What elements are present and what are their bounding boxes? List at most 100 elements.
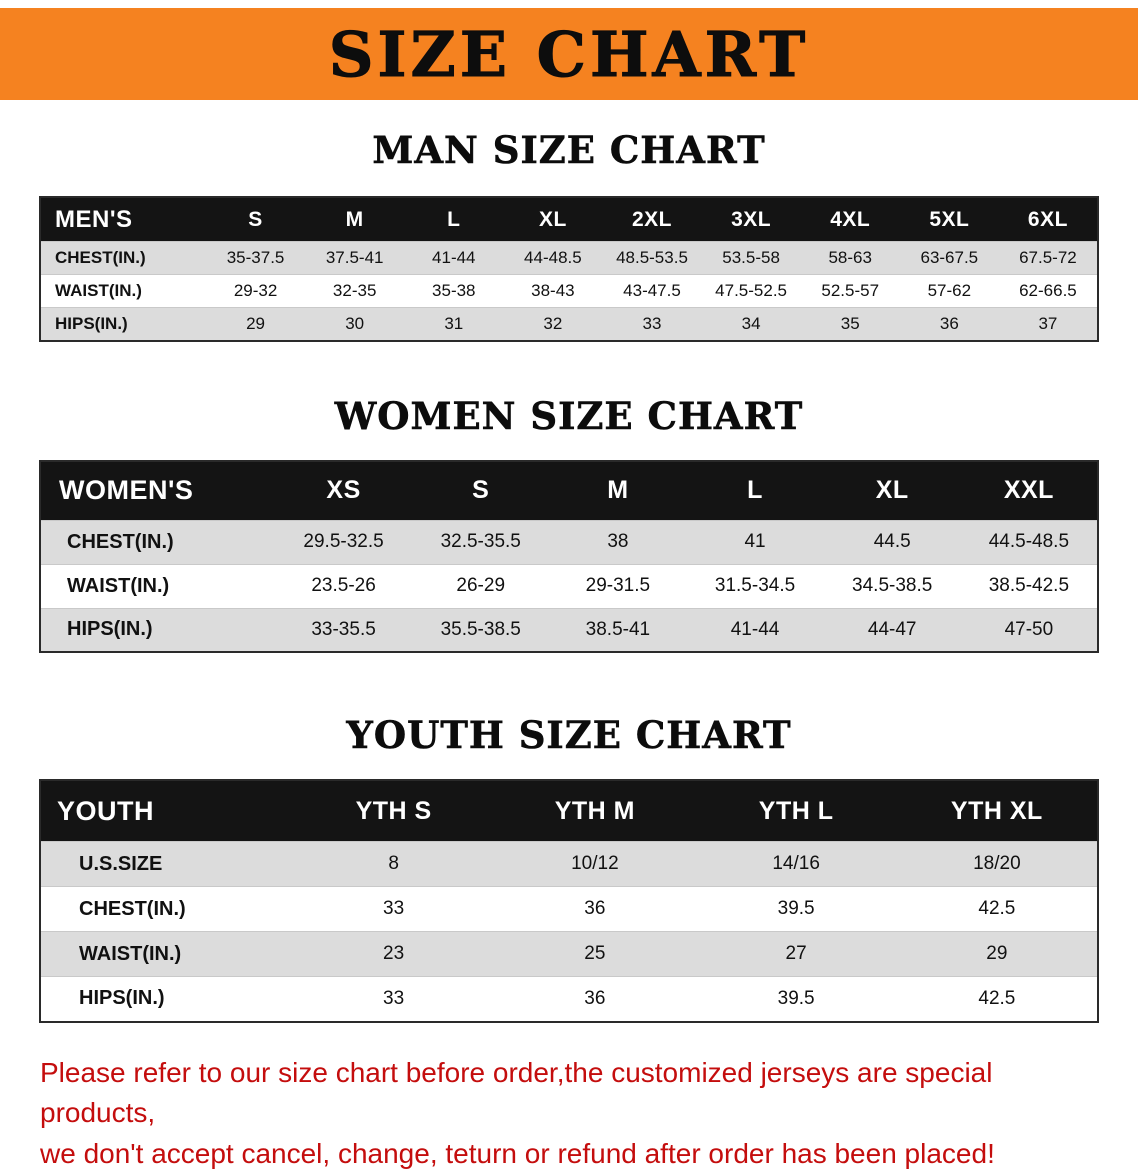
table-cell: 44-47 — [824, 608, 961, 652]
table-cell: 29 — [897, 932, 1098, 977]
table-cell: 52.5-57 — [801, 275, 900, 308]
table-cell: 38.5-41 — [549, 608, 686, 652]
table-cell: 35-37.5 — [206, 242, 305, 275]
size-header-cell: 4XL — [801, 197, 900, 242]
table-cell: 41 — [686, 520, 823, 564]
table-cell: 29 — [206, 308, 305, 341]
youth-section-title: YOUTH SIZE CHART — [0, 713, 1138, 757]
size-header-cell: YTH XL — [897, 780, 1098, 842]
table-cell: 29-32 — [206, 275, 305, 308]
size-header-cell: L — [404, 197, 503, 242]
table-cell: 44-48.5 — [503, 242, 602, 275]
page-title: SIZE CHART — [329, 18, 809, 91]
table-cell: 35.5-38.5 — [412, 608, 549, 652]
size-header-cell: XL — [503, 197, 602, 242]
table-cell: 47.5-52.5 — [702, 275, 801, 308]
table-cell: 43-47.5 — [602, 275, 701, 308]
table-cell: 37 — [999, 308, 1098, 341]
table-cell: 53.5-58 — [702, 242, 801, 275]
size-header-cell: M — [305, 197, 404, 242]
table-cell: 37.5-41 — [305, 242, 404, 275]
table-cell: 32-35 — [305, 275, 404, 308]
table-cell: 27 — [696, 932, 897, 977]
size-header-cell: L — [686, 461, 823, 521]
table-cell: 29.5-32.5 — [275, 520, 412, 564]
table-cell: 18/20 — [897, 842, 1098, 887]
row-label: CHEST(IN.) — [40, 242, 206, 275]
size-header-cell: M — [549, 461, 686, 521]
man-section-title: MAN SIZE CHART — [0, 128, 1138, 172]
table-cell: 35 — [801, 308, 900, 341]
banner: SIZE CHART — [0, 8, 1138, 100]
table-title-cell: YOUTH — [40, 780, 293, 842]
table-cell: 42.5 — [897, 977, 1098, 1022]
table-cell: 38-43 — [503, 275, 602, 308]
size-header-cell: YTH S — [293, 780, 494, 842]
table-title-cell: MEN'S — [40, 197, 206, 242]
row-label: WAIST(IN.) — [40, 564, 275, 608]
row-label: U.S.SIZE — [40, 842, 293, 887]
table-cell: 30 — [305, 308, 404, 341]
size-header-cell: YTH M — [494, 780, 695, 842]
size-header-cell: XS — [275, 461, 412, 521]
table-cell: 63-67.5 — [900, 242, 999, 275]
size-header-cell: 6XL — [999, 197, 1098, 242]
table-cell: 25 — [494, 932, 695, 977]
size-header-cell: XXL — [961, 461, 1098, 521]
table-cell: 48.5-53.5 — [602, 242, 701, 275]
table-cell: 32.5-35.5 — [412, 520, 549, 564]
table-cell: 33 — [293, 887, 494, 932]
table-cell: 33-35.5 — [275, 608, 412, 652]
table-cell: 47-50 — [961, 608, 1098, 652]
row-label: WAIST(IN.) — [40, 275, 206, 308]
size-header-cell: 5XL — [900, 197, 999, 242]
table-cell: 36 — [494, 977, 695, 1022]
table-title-cell: WOMEN'S — [40, 461, 275, 521]
size-header-cell: YTH L — [696, 780, 897, 842]
disclaimer-line-2: we don't accept cancel, change, teturn o… — [40, 1134, 1108, 1174]
table-cell: 39.5 — [696, 887, 897, 932]
table-cell: 33 — [602, 308, 701, 341]
table-cell: 36 — [900, 308, 999, 341]
size-header-cell: S — [206, 197, 305, 242]
women-section-title: WOMEN SIZE CHART — [0, 394, 1138, 438]
row-label: CHEST(IN.) — [40, 520, 275, 564]
row-label: HIPS(IN.) — [40, 977, 293, 1022]
table-cell: 44.5-48.5 — [961, 520, 1098, 564]
table-cell: 31.5-34.5 — [686, 564, 823, 608]
table-cell: 34 — [702, 308, 801, 341]
table-cell: 41-44 — [686, 608, 823, 652]
table-cell: 10/12 — [494, 842, 695, 887]
size-header-cell: XL — [824, 461, 961, 521]
size-header-cell: S — [412, 461, 549, 521]
table-cell: 36 — [494, 887, 695, 932]
table-cell: 33 — [293, 977, 494, 1022]
disclaimer-line-1: Please refer to our size chart before or… — [40, 1053, 1108, 1134]
row-label: HIPS(IN.) — [40, 608, 275, 652]
row-label: HIPS(IN.) — [40, 308, 206, 341]
row-label: WAIST(IN.) — [40, 932, 293, 977]
table-cell: 42.5 — [897, 887, 1098, 932]
table-cell: 14/16 — [696, 842, 897, 887]
table-cell: 38 — [549, 520, 686, 564]
row-label: CHEST(IN.) — [40, 887, 293, 932]
table-cell: 8 — [293, 842, 494, 887]
table-cell: 35-38 — [404, 275, 503, 308]
